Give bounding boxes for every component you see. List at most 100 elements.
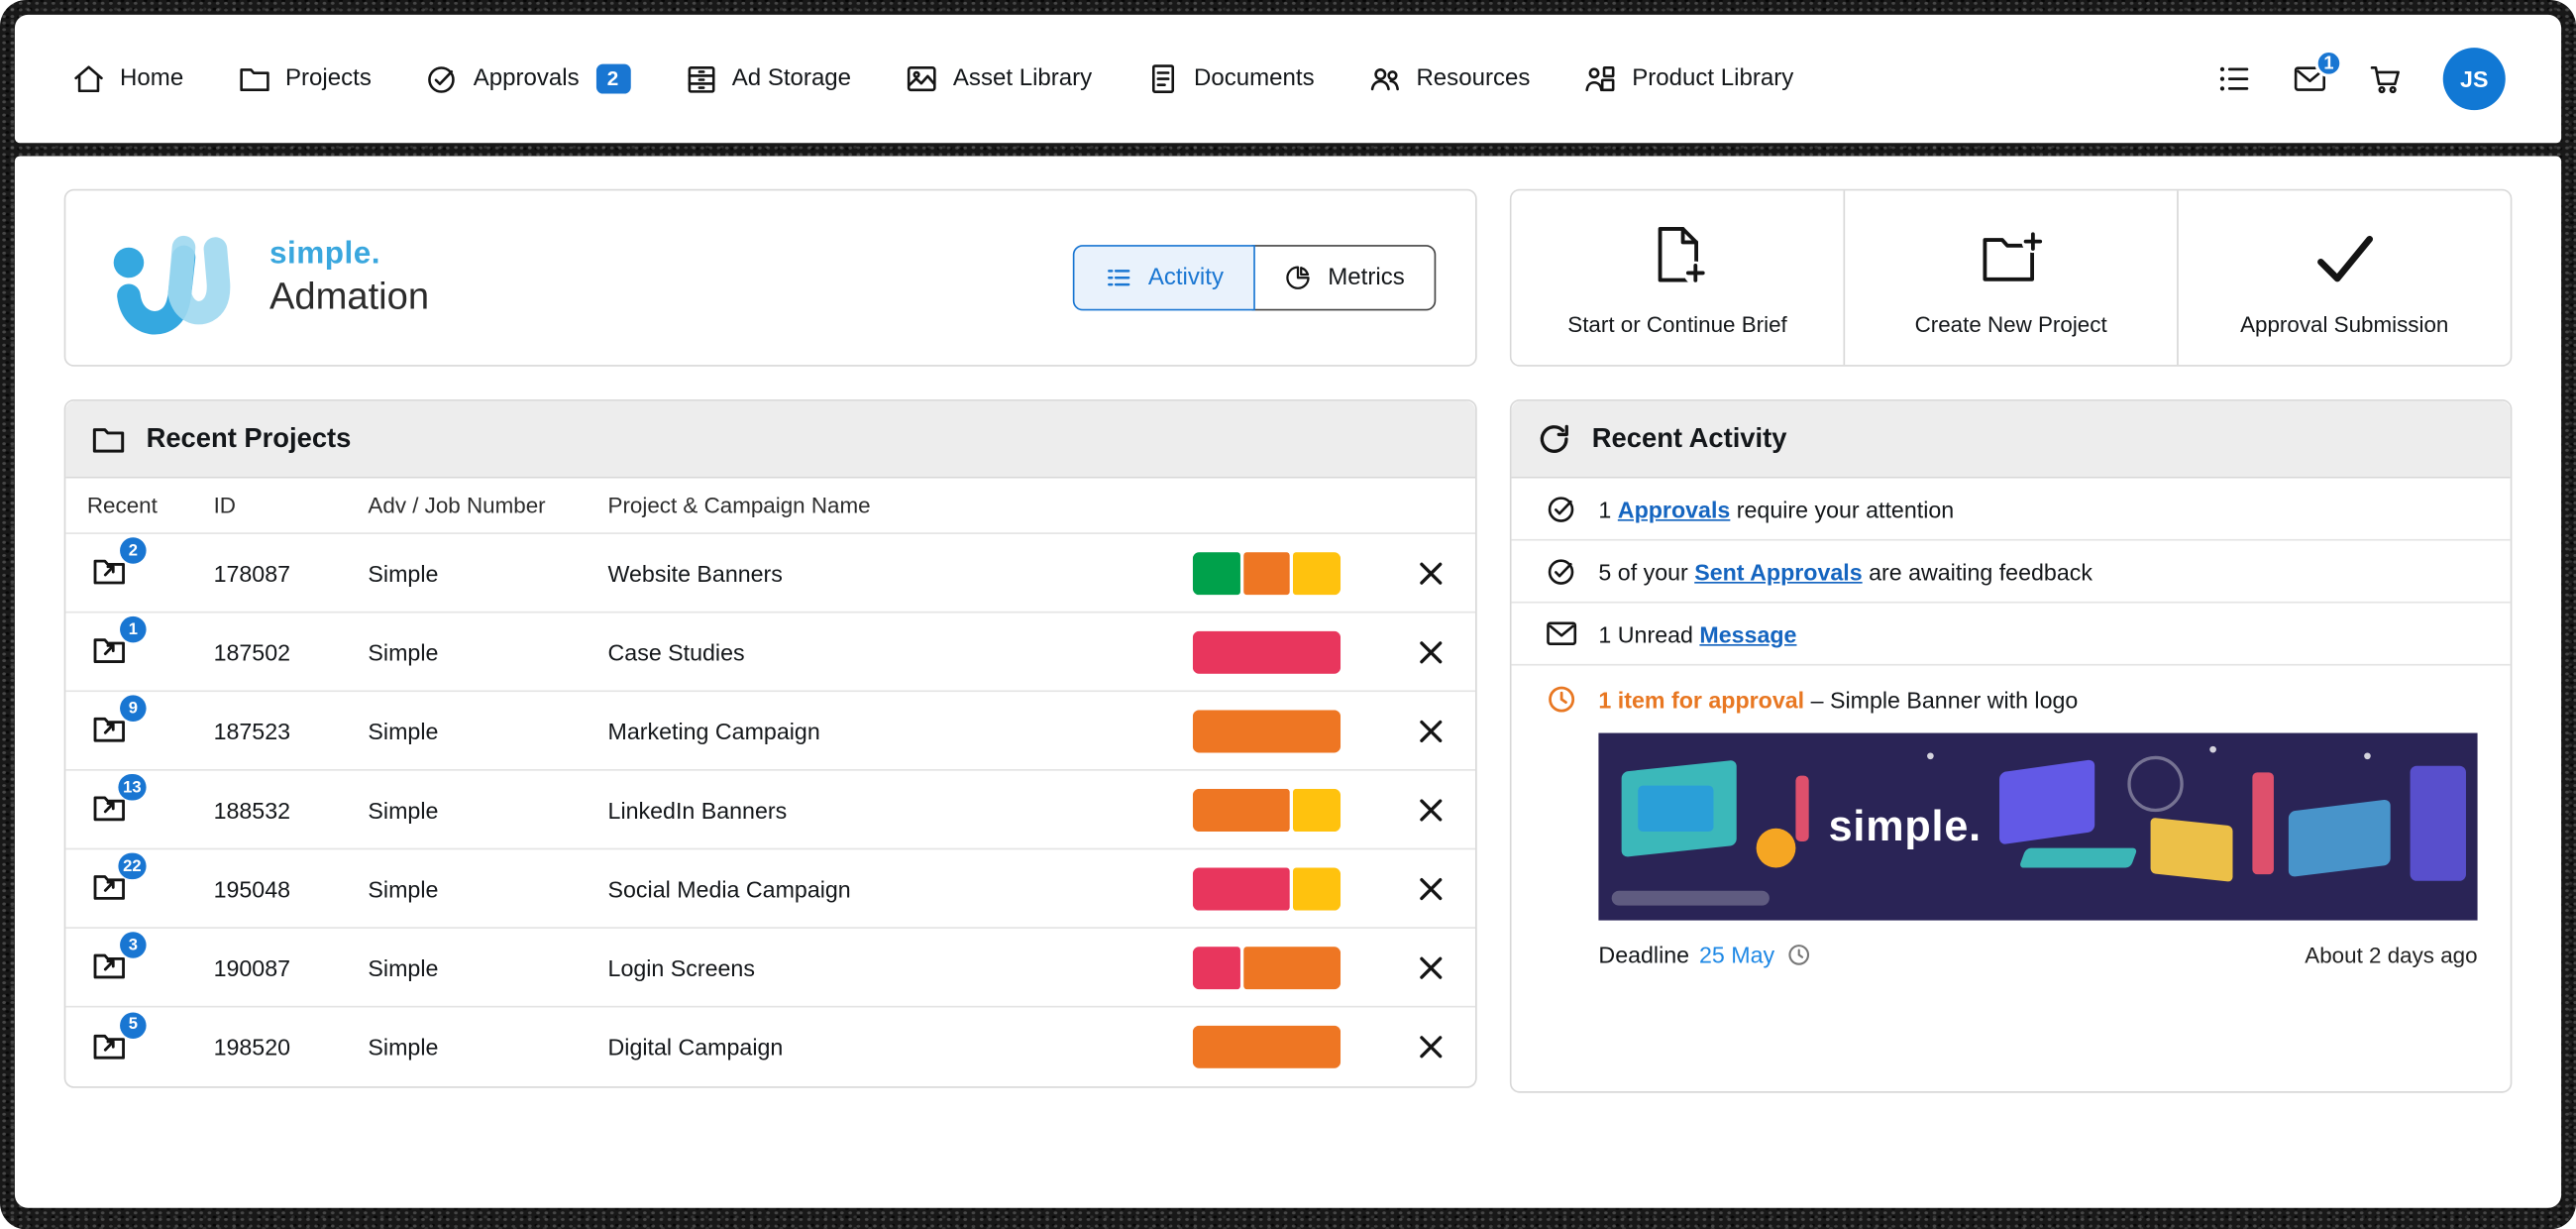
- project-advertiser: Simple: [368, 874, 439, 902]
- nav-home[interactable]: Home: [70, 60, 183, 96]
- project-advertiser: Simple: [368, 1034, 439, 1061]
- tab-metrics[interactable]: Metrics: [1251, 245, 1437, 311]
- messages-button[interactable]: 1: [2292, 49, 2343, 96]
- project-unread-badge: 2: [120, 537, 147, 564]
- remove-project-button[interactable]: [1408, 550, 1453, 596]
- nav-resources[interactable]: Resources: [1367, 60, 1530, 96]
- nav-ad-storage[interactable]: Ad Storage: [683, 60, 851, 96]
- nav-approvals[interactable]: Approvals 2: [424, 60, 630, 96]
- remove-project-button[interactable]: [1408, 628, 1453, 674]
- banner-shape: [2410, 765, 2466, 881]
- pie-chart-icon: [1283, 263, 1313, 292]
- status-segment: [1243, 946, 1342, 989]
- nav-product-library[interactable]: Product Library: [1582, 60, 1793, 96]
- status-segment: [1192, 1025, 1342, 1068]
- remove-project-button[interactable]: [1408, 945, 1453, 990]
- folder-icon: [89, 419, 129, 459]
- open-project-folder-icon[interactable]: 5: [87, 1011, 147, 1064]
- project-id: 187523: [213, 717, 291, 744]
- activity-item-approvals: 1 Approvals require your attention: [1511, 479, 2511, 541]
- project-name[interactable]: Digital Campaign: [607, 1034, 784, 1061]
- open-project-folder-icon[interactable]: 2: [87, 537, 147, 590]
- banner-shape: [1927, 752, 1934, 760]
- project-unread-badge: 13: [118, 774, 147, 801]
- user-avatar[interactable]: JS: [2442, 48, 2506, 111]
- recent-projects-header: Recent Projects: [65, 400, 1476, 479]
- open-project-folder-icon[interactable]: 22: [87, 852, 147, 906]
- open-project-folder-icon[interactable]: 9: [87, 695, 147, 748]
- deadline-date-link[interactable]: 25 May: [1699, 942, 1775, 968]
- open-project-folder-icon[interactable]: 3: [87, 932, 147, 984]
- sent-approvals-link[interactable]: Sent Approvals: [1694, 557, 1863, 585]
- home-icon: [70, 60, 106, 96]
- remove-project-button[interactable]: [1408, 708, 1453, 753]
- activity-list-icon: [1104, 263, 1133, 292]
- start-brief-button[interactable]: Start or Continue Brief: [1511, 190, 1844, 366]
- project-name[interactable]: LinkedIn Banners: [607, 796, 788, 823]
- admation-logo: [113, 235, 231, 335]
- cart-button[interactable]: [2367, 60, 2403, 96]
- people-icon: [1367, 60, 1403, 96]
- nav-documents-label: Documents: [1194, 65, 1315, 92]
- folder-icon: [236, 60, 271, 96]
- banner-shape: [1756, 828, 1796, 868]
- item-for-approval-block: 1 item for approval – Simple Banner with…: [1512, 666, 2511, 998]
- status-segment: [1293, 551, 1342, 595]
- list-menu-button[interactable]: [2216, 60, 2252, 96]
- table-row[interactable]: 5 198520 Simple Digital Campaign: [65, 1007, 1475, 1086]
- banner-shape: [2209, 745, 2216, 753]
- banner-shape: [2150, 817, 2233, 882]
- nav-asset-library[interactable]: Asset Library: [904, 60, 1092, 96]
- project-id: 188532: [213, 796, 291, 823]
- nav-projects[interactable]: Projects: [236, 60, 372, 96]
- message-link[interactable]: Message: [1699, 619, 1797, 647]
- deadline-clock-icon: [1786, 942, 1813, 968]
- project-name[interactable]: Marketing Campaign: [607, 717, 820, 744]
- nav-product-library-label: Product Library: [1632, 65, 1794, 92]
- project-status-bar: [1192, 709, 1342, 752]
- project-unread-badge: 22: [118, 852, 147, 880]
- checkmark-icon: [2307, 219, 2382, 294]
- brand-logo-text: simple.: [268, 236, 381, 272]
- approval-banner-thumbnail[interactable]: simple.: [1598, 732, 2478, 921]
- project-advertiser: Simple: [368, 796, 439, 823]
- project-name[interactable]: Social Media Campaign: [607, 874, 851, 902]
- table-row[interactable]: 1 187502 Simple Case Studies: [65, 614, 1476, 693]
- table-row[interactable]: 2 178087 Simple Website Banners: [65, 534, 1476, 614]
- project-unread-badge: 9: [120, 695, 147, 722]
- table-row[interactable]: 13 188532 Simple LinkedIn Banners: [65, 771, 1476, 850]
- table-row[interactable]: 9 187523 Simple Marketing Campaign: [65, 692, 1476, 771]
- table-row[interactable]: 22 195048 Simple Social Media Campaign: [65, 849, 1476, 929]
- open-project-folder-icon[interactable]: 1: [87, 615, 147, 669]
- approval-submission-button[interactable]: Approval Submission: [2177, 190, 2511, 366]
- image-icon: [904, 60, 939, 96]
- banner-shape: [1999, 758, 2095, 845]
- nav-documents[interactable]: Documents: [1144, 60, 1315, 96]
- banner-shape: [2252, 772, 2274, 875]
- banner-shape: [1638, 785, 1714, 833]
- project-name[interactable]: Login Screens: [607, 953, 755, 981]
- check-circle-icon: [1545, 492, 1579, 526]
- project-name[interactable]: Case Studies: [607, 638, 745, 665]
- banner-brand-text: simple.: [1828, 801, 1982, 851]
- approvals-link[interactable]: Approvals: [1617, 495, 1731, 522]
- view-toggle: Activity Metrics: [1072, 245, 1437, 311]
- recent-projects-title: Recent Projects: [146, 422, 352, 453]
- banner-shape: [2364, 752, 2371, 760]
- nav-approvals-label: Approvals: [473, 65, 580, 92]
- create-project-button[interactable]: Create New Project: [1843, 190, 2178, 366]
- remove-project-button[interactable]: [1408, 786, 1453, 832]
- col-project-name: Project & Campaign Name: [607, 493, 871, 518]
- tab-activity[interactable]: Activity: [1072, 245, 1255, 311]
- recent-activity-card: Recent Activity 1 Approvals require your…: [1509, 398, 2513, 1093]
- tab-activity-label: Activity: [1147, 264, 1224, 291]
- col-adv-job-number: Adv / Job Number: [368, 493, 546, 518]
- project-name[interactable]: Website Banners: [607, 559, 783, 587]
- remove-project-button[interactable]: [1408, 865, 1453, 911]
- project-unread-badge: 5: [120, 1011, 147, 1039]
- create-project-label: Create New Project: [1914, 311, 2107, 337]
- project-advertiser: Simple: [368, 638, 439, 665]
- open-project-folder-icon[interactable]: 13: [87, 774, 147, 827]
- remove-project-button[interactable]: [1408, 1024, 1453, 1069]
- table-row[interactable]: 3 190087 Simple Login Screens: [65, 929, 1476, 1008]
